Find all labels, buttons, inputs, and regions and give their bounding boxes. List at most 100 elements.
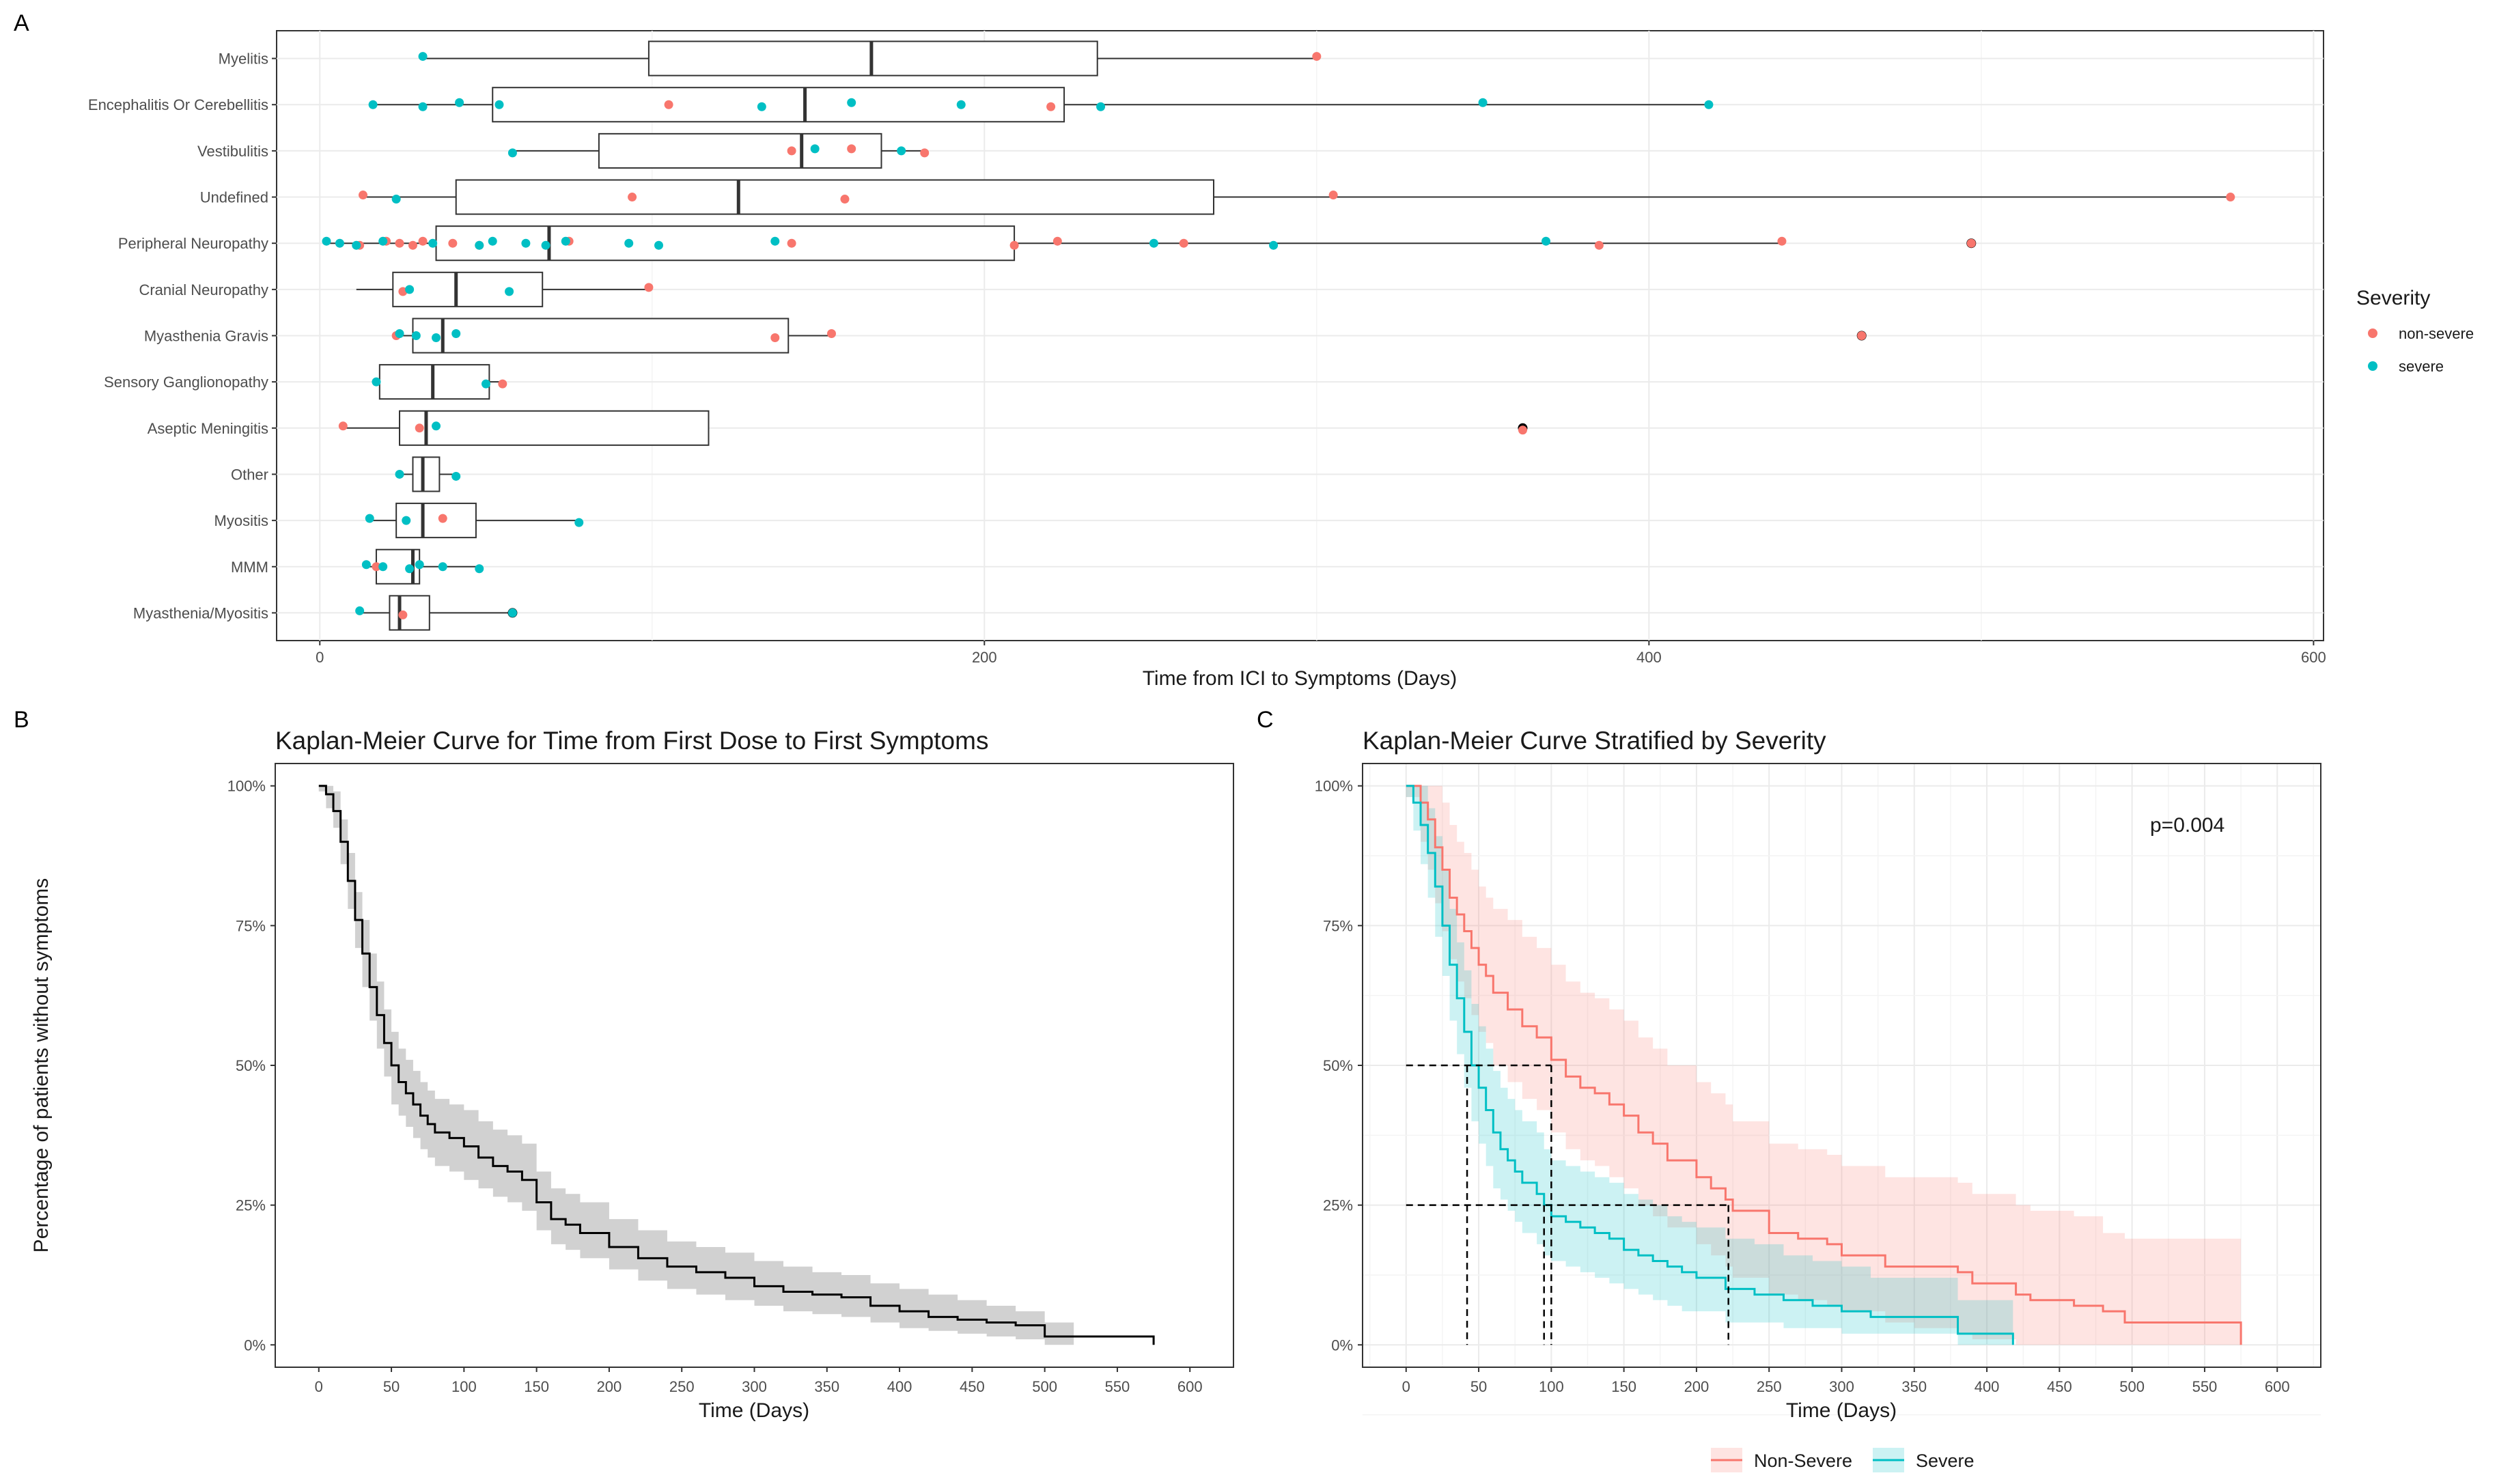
point-severe-18 — [378, 236, 388, 246]
panel-c-y-ticks: 0% 25% 50% 75% 100% — [1315, 778, 1363, 1354]
point-severe-19 — [428, 238, 438, 248]
point-severe-42 — [365, 514, 374, 523]
panel-a-boxes — [326, 40, 2231, 631]
point-non-severe-16 — [448, 238, 458, 248]
point-severe-45 — [361, 560, 371, 570]
point-non-severe-24 — [1777, 236, 1787, 246]
point-severe-48 — [415, 560, 424, 570]
panel-c-x-tick-label-50: 50 — [1470, 1378, 1487, 1395]
point-non-severe-0 — [1312, 52, 1322, 61]
point-severe-22 — [521, 238, 531, 248]
panel-b-y-tick-label-4: 100% — [227, 778, 266, 795]
category-label-encephalitis-or-cerebellitis: Encephalitis Or Cerebellitis — [88, 96, 268, 113]
panel-c-survival-lines — [1406, 785, 2242, 1345]
point-severe-7 — [956, 100, 966, 109]
x-tick-label-400: 400 — [1636, 649, 1662, 666]
point-severe-39 — [432, 421, 441, 431]
point-severe-24 — [561, 236, 570, 246]
point-severe-17 — [352, 240, 361, 250]
point-non-severe-27 — [644, 283, 654, 292]
point-non-severe-10 — [2226, 193, 2235, 202]
category-label-cranial-neuropathy: Cranial Neuropathy — [139, 281, 268, 298]
point-severe-1 — [368, 100, 378, 109]
panel-b-x-axis-title: Time (Days) — [699, 1399, 809, 1422]
panel-c-x-tick-label-150: 150 — [1611, 1378, 1636, 1395]
point-severe-21 — [488, 236, 497, 246]
point-non-severe-8 — [840, 195, 850, 204]
legend-label-non-severe: non-severe — [2399, 325, 2474, 342]
panel-c-x-tick-label-400: 400 — [1975, 1378, 2000, 1395]
point-severe-49 — [438, 562, 447, 572]
point-severe-28 — [1149, 238, 1158, 248]
panel-b-x-tick-label-150: 150 — [524, 1378, 549, 1395]
point-severe-33 — [395, 329, 404, 338]
panel-a-category-labels: Myelitis Encephalitis Or Cerebellitis Vest… — [88, 51, 277, 621]
panel-b-x-tick-label-350: 350 — [814, 1378, 839, 1395]
point-non-severe-38 — [398, 610, 408, 619]
box-cranial-neuropathy — [392, 271, 544, 307]
point-non-severe-6 — [358, 191, 367, 200]
point-non-severe-23 — [1594, 240, 1604, 250]
panel-b-y-tick-label-3: 75% — [236, 917, 266, 934]
point-severe-4 — [494, 100, 504, 109]
point-non-severe-13 — [395, 238, 404, 248]
point-non-severe-20 — [1009, 240, 1019, 250]
box-encephalitis-or-cerebellitis — [492, 87, 1065, 123]
panel-b-y-ticks: 0% 25% 50% 75% 100% — [227, 778, 275, 1354]
point-severe-11 — [507, 148, 517, 158]
box-aseptic-meningitis — [399, 410, 710, 446]
point-severe-26 — [654, 240, 664, 250]
panel-c-title: Kaplan-Meier Curve Stratified by Severit… — [1363, 727, 1826, 755]
point-non-severe-32 — [498, 379, 507, 389]
point-severe-30 — [1542, 236, 1551, 246]
point-severe-2 — [418, 102, 428, 111]
point-severe-15 — [322, 236, 331, 246]
category-label-myositis: Myositis — [214, 512, 268, 529]
panel-c-x-tick-label-600: 600 — [2265, 1378, 2290, 1395]
point-non-severe-3 — [847, 144, 856, 154]
point-non-severe-1 — [664, 100, 673, 109]
panel-c-p-value: p=0.004 — [2150, 814, 2224, 837]
point-severe-44 — [574, 518, 584, 527]
point-severe-3 — [455, 98, 464, 107]
panel-b-x-tick-label-400: 400 — [887, 1378, 912, 1395]
point-severe-16 — [335, 238, 344, 248]
survival-line-overall — [318, 785, 1155, 1345]
panel-a-x-ticks: 0 200 400 600 — [316, 641, 2326, 666]
legend-title: Severity — [2356, 287, 2430, 309]
panel-c-x-tick-label-550: 550 — [2192, 1378, 2218, 1395]
point-non-severe-2 — [1046, 102, 1056, 111]
legend-label-severe-c: Severe — [1916, 1451, 1975, 1471]
x-tick-label-600: 600 — [2301, 649, 2326, 666]
panel-c-x-tick-label-450: 450 — [2047, 1378, 2072, 1395]
panel-b-y-tick-label-0: 0% — [244, 1336, 266, 1354]
box-peripheral-neuropathy — [435, 225, 1016, 262]
panel-c-median-lines — [1406, 1064, 1729, 1345]
category-label-myasthenia-gravis: Myasthenia Gravis — [144, 328, 268, 345]
point-severe-46 — [378, 562, 388, 572]
legend-label-severe: severe — [2399, 358, 2444, 375]
panel-b-x-ticks: 0 50 100 150 200 250 300 350 400 450 500 550 600 — [315, 1367, 1203, 1395]
panel-b-x-tick-label-0: 0 — [315, 1378, 323, 1395]
panel-c-y-tick-label-2: 50% — [1323, 1057, 1353, 1074]
panel-c-y-tick-label-4: 100% — [1315, 778, 1353, 795]
box-myasthenia-myositis — [389, 595, 430, 631]
category-label-undefined: Undefined — [200, 189, 268, 206]
point-non-severe-4 — [787, 146, 796, 156]
panel-b-x-tick-label-200: 200 — [597, 1378, 622, 1395]
panel-c-kaplan-meier-by-severity: Kaplan-Meier Curve Stratified by Severit… — [1315, 727, 2321, 1472]
category-label-mmm: MMM — [231, 559, 268, 576]
panel-b-y-axis-title: Percentage of patients without symptoms — [30, 878, 53, 1253]
panel-b-survival-line — [318, 785, 1155, 1345]
point-severe-8 — [1096, 102, 1106, 111]
panel-letter-a: A — [14, 10, 29, 36]
panel-b-title: Kaplan-Meier Curve for Time from First D… — [275, 727, 988, 755]
panel-letter-c: C — [1257, 707, 1274, 733]
box-other — [412, 456, 441, 492]
panel-letter-b: B — [14, 707, 29, 733]
category-label-myasthenia-myositis: Myasthenia/Myositis — [133, 604, 268, 621]
point-non-severe-34 — [415, 423, 424, 433]
point-severe-23 — [541, 240, 550, 250]
panel-b-kaplan-meier: Kaplan-Meier Curve for Time from First D… — [30, 727, 1234, 1422]
